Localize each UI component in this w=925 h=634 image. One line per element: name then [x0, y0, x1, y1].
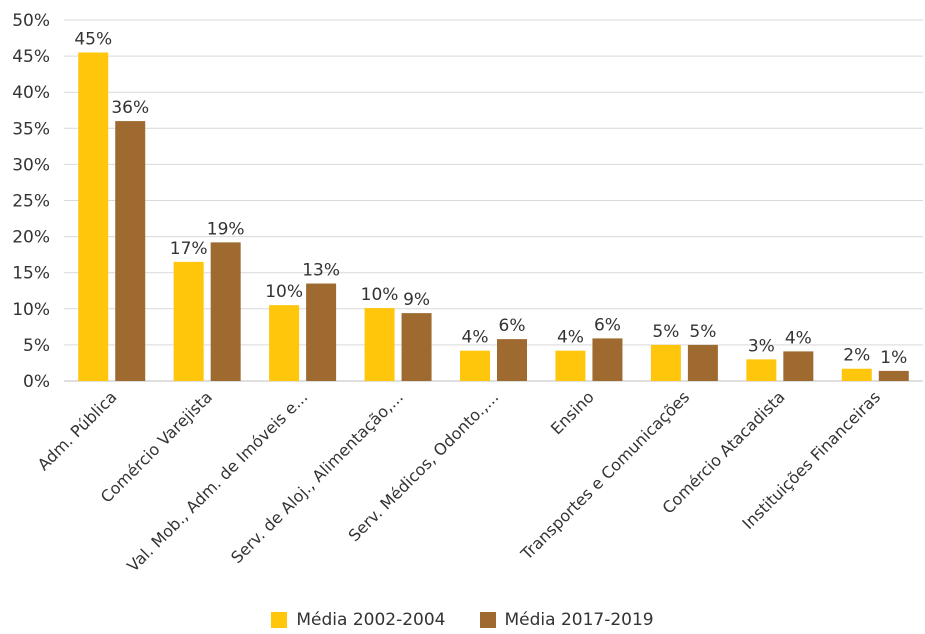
legend-item-series-2: Média 2017-2019 — [479, 610, 654, 630]
data-label-series-1: 45% — [74, 29, 112, 49]
bar-series-1 — [746, 359, 777, 381]
data-label-series-2: 9% — [403, 290, 430, 310]
bar-series-2 — [115, 121, 146, 381]
legend-label-series-1: Média 2002-2004 — [296, 610, 446, 630]
data-label-series-2: 6% — [499, 316, 526, 336]
data-label-series-1: 10% — [265, 282, 303, 302]
bar-series-1 — [841, 368, 872, 381]
bar-series-1 — [364, 308, 395, 381]
bar-series-2 — [687, 344, 718, 381]
bar-series-1 — [650, 344, 681, 381]
legend-swatch-series-1 — [271, 612, 288, 628]
y-tick-label: 35% — [12, 119, 50, 139]
y-tick-label: 10% — [12, 300, 50, 320]
y-tick-label: 30% — [12, 155, 50, 175]
legend: Média 2002-2004 Média 2017-2019 — [0, 606, 925, 634]
category-label: Serv. de Aloj., Alimentação,... — [227, 387, 407, 567]
data-labels: 45%36%17%19%10%13%10% 9%4%6%4%6% 5% 5%3% 4%2… — [74, 29, 907, 367]
bar-series-2 — [210, 242, 241, 381]
bar-series-2 — [783, 351, 814, 381]
data-label-series-1: 5% — [652, 322, 679, 342]
category-label: Val. Mob., Adm. de Imóveis e... — [123, 387, 311, 575]
y-tick-label: 45% — [12, 47, 50, 67]
data-label-series-1: 2% — [843, 346, 870, 366]
category-label: Transportes e Comunicações — [516, 387, 693, 564]
bar-series-1 — [460, 350, 490, 381]
bar-series-2 — [497, 339, 527, 381]
data-label-series-2: 13% — [302, 261, 340, 281]
gridlines — [64, 19, 923, 382]
legend-label-series-2: Média 2017-2019 — [504, 610, 654, 630]
y-tick-label: 15% — [12, 264, 50, 284]
data-label-series-2: 6% — [594, 315, 621, 335]
y-tick-label: 0% — [23, 372, 50, 392]
y-tick-label: 40% — [12, 83, 50, 103]
bar-series-1 — [555, 350, 586, 381]
y-tick-label: 25% — [12, 192, 50, 212]
y-tick-label: 5% — [23, 336, 50, 356]
data-label-series-1: 17% — [170, 239, 208, 259]
y-tick-label: 20% — [12, 228, 50, 248]
bar-series-2 — [401, 313, 432, 381]
bar-series-1 — [173, 261, 204, 381]
data-label-series-1: 4% — [462, 328, 489, 348]
y-tick-label: 50% — [12, 11, 50, 31]
data-label-series-2: 36% — [111, 98, 149, 118]
data-label-series-1: 10% — [361, 285, 399, 305]
bar-chart: 0% 5% 10% 15% 20% 25% 30% 35% 40% 45% 50% 45% 36% 17… — [12, 11, 923, 576]
category-label: Adm. Pública — [34, 387, 121, 474]
legend-swatch-series-2 — [479, 612, 496, 628]
category-label: Serv. Médicos, Odonto.,... — [344, 387, 502, 545]
bar-series-1 — [269, 305, 300, 381]
category-label: Ensino — [547, 387, 598, 438]
bar-series-2 — [592, 338, 623, 381]
data-label-series-2: 1% — [880, 348, 907, 368]
bar-series-1 — [78, 52, 109, 382]
data-label-series-1: 4% — [557, 328, 584, 348]
bars — [78, 52, 909, 382]
legend-item-series-1: Média 2002-2004 — [271, 610, 446, 630]
data-label-series-2: 4% — [785, 328, 812, 348]
y-axis-tick-labels: 0% 5% 10% 15% 20% 25% 30% 35% 40% 45% 50% — [12, 11, 50, 392]
bar-series-2 — [878, 370, 909, 381]
data-label-series-2: 19% — [207, 219, 245, 239]
bar-series-2 — [306, 283, 337, 381]
data-label-series-2: 5% — [689, 322, 716, 342]
data-label-series-1: 3% — [748, 336, 775, 356]
